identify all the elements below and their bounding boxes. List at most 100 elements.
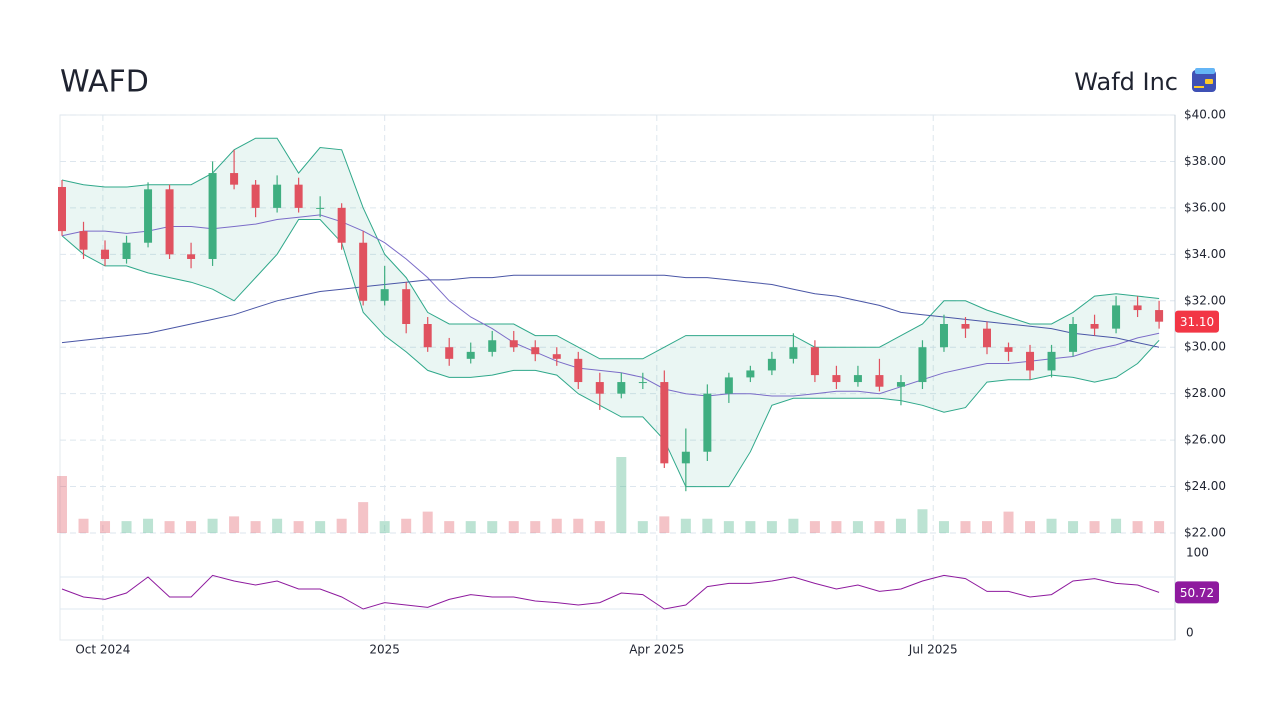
company-name: Wafd Inc	[1074, 68, 1178, 96]
band-fill	[62, 138, 1160, 487]
volume-bar	[444, 521, 455, 533]
candle-body	[1112, 305, 1121, 329]
volume-bar	[422, 511, 433, 533]
volume-bar	[487, 521, 498, 533]
volume-bar	[917, 509, 928, 533]
volume-bar	[315, 521, 326, 533]
candle-body	[961, 324, 970, 329]
candle-body	[208, 173, 217, 259]
candle-body	[703, 393, 712, 452]
x-tick-label: 2025	[369, 643, 400, 657]
candle-body	[574, 358, 583, 383]
candle-body	[832, 375, 841, 383]
volume-bar	[57, 476, 67, 533]
volume-bar	[465, 521, 476, 533]
volume-bar	[1003, 511, 1014, 533]
y-tick-label: $36.00	[1184, 200, 1226, 214]
volume-bar	[401, 518, 412, 533]
candle-body	[402, 289, 411, 324]
volume-bar	[207, 518, 218, 533]
volume-bar	[164, 521, 175, 533]
candle-body	[316, 207, 325, 209]
volume-bar	[938, 521, 949, 533]
candle-body	[767, 358, 776, 371]
candle-body	[359, 242, 368, 301]
ticker: WAFD	[60, 65, 149, 100]
candle-body	[251, 184, 260, 208]
y-tick-label: $34.00	[1184, 247, 1226, 261]
volume-bar	[508, 521, 519, 533]
candle-body	[165, 189, 174, 255]
candle-body	[423, 324, 432, 348]
candle-body	[187, 254, 196, 259]
volume-bar	[1046, 518, 1057, 533]
candle-body	[918, 347, 927, 383]
rsi-line	[61, 574, 1160, 610]
volume-bar	[982, 521, 992, 533]
candle-body	[1069, 324, 1078, 352]
band-upper	[61, 137, 1160, 360]
volume-bar	[831, 521, 842, 533]
y-tick-label: $32.00	[1184, 293, 1226, 307]
volume-bar	[530, 521, 541, 533]
candle-body	[58, 186, 66, 232]
candle-body	[1090, 324, 1099, 329]
candle-body	[853, 375, 862, 383]
x-tick-label: Apr 2025	[629, 643, 684, 657]
y-tick-label: $38.00	[1184, 154, 1226, 168]
y-tick-label: $30.00	[1184, 340, 1226, 354]
volume-bar	[229, 516, 240, 533]
volume-bar	[573, 518, 584, 533]
volume-bar	[1154, 521, 1165, 533]
candle-body	[101, 249, 110, 259]
volume-bar	[809, 521, 820, 533]
volume-bar	[121, 521, 132, 533]
candle-body	[983, 328, 991, 348]
last-price-box	[1175, 310, 1219, 333]
volume-bar	[874, 521, 885, 533]
candle-body	[638, 382, 647, 384]
candle-body	[1155, 310, 1164, 322]
candle-body	[144, 189, 153, 243]
volume-bar	[1068, 521, 1079, 533]
rsi-last-box	[1175, 581, 1219, 604]
volume-bar	[336, 518, 347, 533]
volume-bar	[100, 521, 111, 533]
volume-bar	[702, 518, 713, 533]
candle-body	[509, 340, 518, 348]
candle-body	[1133, 305, 1142, 311]
volume-bar	[1132, 521, 1143, 533]
rsi-tick-label: 100	[1186, 546, 1209, 560]
candle-body	[595, 382, 604, 394]
volume-bar	[186, 521, 197, 533]
volume-bar	[659, 516, 670, 533]
band-lower	[61, 219, 1160, 488]
y-tick-label: $28.00	[1184, 386, 1226, 400]
volume-bar	[379, 521, 390, 533]
y-tick-label: $22.00	[1184, 526, 1226, 540]
candle-body	[1026, 351, 1035, 371]
candle-body	[1047, 351, 1056, 371]
candle-body	[939, 324, 948, 348]
candle-body	[617, 382, 626, 394]
candle-body	[531, 347, 540, 355]
candle-body	[896, 382, 905, 387]
volume-bar	[766, 521, 777, 533]
volume-bar	[1089, 521, 1100, 533]
volume-bar	[272, 518, 283, 533]
candle-body	[810, 347, 819, 376]
volume-bar	[358, 502, 369, 533]
candle-body	[488, 340, 497, 352]
candle-body	[724, 377, 733, 394]
volume-bar	[895, 518, 906, 533]
ma50-line	[61, 214, 1160, 397]
candle-body	[681, 451, 690, 464]
volume-bar	[551, 518, 562, 533]
volume-bar	[143, 518, 154, 533]
candle-body	[552, 354, 561, 359]
rsi-last-label: 50.72	[1180, 586, 1214, 600]
ma200-line	[61, 274, 1160, 348]
candle-body	[79, 231, 88, 250]
